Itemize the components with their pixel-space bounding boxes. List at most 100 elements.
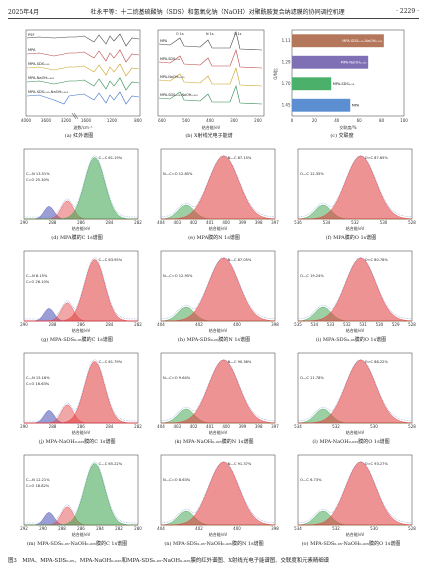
xps-panel-caption: (g) MPA-SDS₀.₀₅膜的C 1s谱图 [41,337,113,343]
xps-xlabel: 结合能/eV [209,327,228,333]
xps-panel-caption: (o) MPA-SDS₀.₀₅-NaOH₀.₀₂₅膜的O 1s谱图 [301,541,401,547]
xps-raw-data [297,461,413,524]
xps-xtick: 398 [271,322,279,327]
xps-xlabel: 结合能/eV [346,429,365,435]
xps-xtick: 399 [239,220,247,225]
xps-raw-data [297,359,413,422]
xps-xtick: 292 [20,526,28,531]
xps-panel-caption: (i) MPA-SDS₀.₀₅膜的O 1s谱图 [315,337,387,343]
xps-xtick: 528 [408,322,416,327]
xps-xtick: 282 [134,424,142,429]
xps-raw-data [24,155,138,218]
xps-peak-label: O—C 6.73% [300,478,322,482]
xps-xtick: 286 [77,220,85,225]
bar-ratio-label: 1.29 [282,59,291,64]
xps-peak-label: C—N 15.16% [26,376,50,380]
bar-category-label: MPA-SDS₀.₀₅ [333,82,355,86]
xps-xtick: 398 [255,220,263,225]
xps-xtick: 400 [222,424,230,429]
xps-xtick: 290 [20,424,28,429]
xps-panel: N—C 87.15% N—C=O 12.85% 404 403 402 401 400 399… [147,146,281,246]
crosslinking-bar [292,55,369,69]
xps-panel-caption: (d) MPA膜的C 1s谱图 [51,235,103,241]
panel-b-caption: (b) X射线光电子能谱 [185,133,233,139]
xps-xtick: 401 [206,220,214,225]
xps-panel: C—C 61.19% C—N 13.51% C=O 25.30% 290 288 286 2… [10,146,144,246]
xps-xtick: 532 [332,424,340,429]
xps-xtick: 200 [254,118,262,123]
xps-xtick: 288 [58,526,66,531]
xps-raw-data [160,359,276,422]
xps-raw-data [160,155,276,218]
xps-xtick: 284 [106,220,114,225]
xps-xtick: 534 [323,220,331,225]
xps-xtick: 404 [157,220,165,225]
xps-panel: O=C 80.76% O—C 19.24% 535 534 533 532 531 530 52… [284,248,418,348]
xps-xtick: 397 [271,424,279,429]
xps-xtick: 288 [49,424,57,429]
bar-ratio-label: 1.11 [282,38,291,43]
xps-raw-data [160,257,276,320]
bar-category-label: MPA-NaOH₀.₀₂₅ [341,60,368,64]
ir-label-psf: PSF [28,33,35,37]
xps-peak-label: C—N 6.15% [26,274,48,278]
xps-xtick: 288 [49,220,57,225]
xps-panel: C—C 61.79% C—N 15.16% C=O 16.63% 290 288 286 2… [10,350,144,450]
crosslinking-bar-chart: MPA-SDS₀.₀₅-NaOH₀.₀₂₅ MPA-NaOH₀.₀₂₅ MPA-SD… [272,29,408,130]
xps-label-mpa-naoh: MPA-NaOH₀.₀₂₅ [160,75,185,79]
xps-xlabel: 结合能/eV [346,327,365,333]
xps-xtick: 282 [115,526,123,531]
xps-xtick: 535 [294,322,302,327]
crosslinking-bar [292,34,384,48]
xps-peak-label: C=O 16.63% [26,382,50,386]
xps-peak-label: N—C 91.37% [228,462,252,466]
xps-fit-peak [161,257,276,322]
xps-xtick: 528 [408,526,416,531]
xps-xtick: 399 [239,424,247,429]
xps-xtick: 398 [271,526,279,531]
bar-xtick: 0 [291,118,294,123]
xps-xtick: 404 [157,322,165,327]
xps-panel-caption: (j) MPA-NaOH₀.₀₂₅膜的C 1s谱图 [38,439,116,445]
xps-xlabel: 结合能/eV [72,327,91,333]
xps-raw-data [24,359,138,422]
xps-raw-data [297,257,413,320]
xps-xtick: 529 [392,322,400,327]
xps-raw-data [297,155,413,218]
xps-raw-data [24,461,138,524]
crosslinking-bar [292,98,351,112]
xps-xlabel: 结合能/eV [209,429,228,435]
xps-xtick: 530 [380,220,388,225]
xps-peak-label: C—N 12.21% [26,478,50,482]
xps-xtick: 286 [77,526,85,531]
xps-fit-peak [24,259,138,322]
xps-panel: N—C 87.05% N—C=O 12.95% 404 402 400 398 结合能/eV… [147,248,281,348]
xps-fit-peak [298,359,413,424]
ir-xtick: 1600 [81,118,92,123]
bar-ratio-label: 1.70 [282,81,291,86]
xps-peak-label: N—C=O 8.63% [163,478,191,482]
xps-xtick: 534 [294,424,302,429]
xps-peak-label: O=C 88.22% [365,360,389,364]
xps-xlabel: 结合能/eV [72,225,91,231]
ir-xtick: 3600 [41,118,52,123]
figure-caption: 图3 MPA、MPA-SDS₀.₀₅、MPA-NaOH₀.₀₂₅和MPA-SDS… [8,558,330,564]
xps-peak-label: N—C=O 9.64% [163,376,191,380]
xps-xtick: 402 [195,322,203,327]
bar-xtick: 100 [400,118,408,123]
xps-xtick: 280 [134,526,142,531]
xps-fit-peak [24,157,138,220]
xps-xtick: 534 [310,322,318,327]
xps-peak-label: C—C 61.19% [99,156,123,160]
xps-raw-data [24,257,138,320]
xps-xtick: 300 [230,118,238,123]
xps-xlabel: 结合能/eV [209,531,228,537]
xps-xtick: 528 [408,424,416,429]
xps-xtick: 397 [271,220,279,225]
xps-peak-label: C=O 25.30% [26,178,50,182]
xps-peak-label: C—N 13.51% [26,172,50,176]
xps-panel: C—C 65.22% C—N 12.21% C=O 18.82% 292 290 288 2… [10,452,144,552]
bar-category-label: MPA [352,103,360,107]
xps-fit-peak [298,257,413,322]
xps-raw-data [160,461,276,524]
